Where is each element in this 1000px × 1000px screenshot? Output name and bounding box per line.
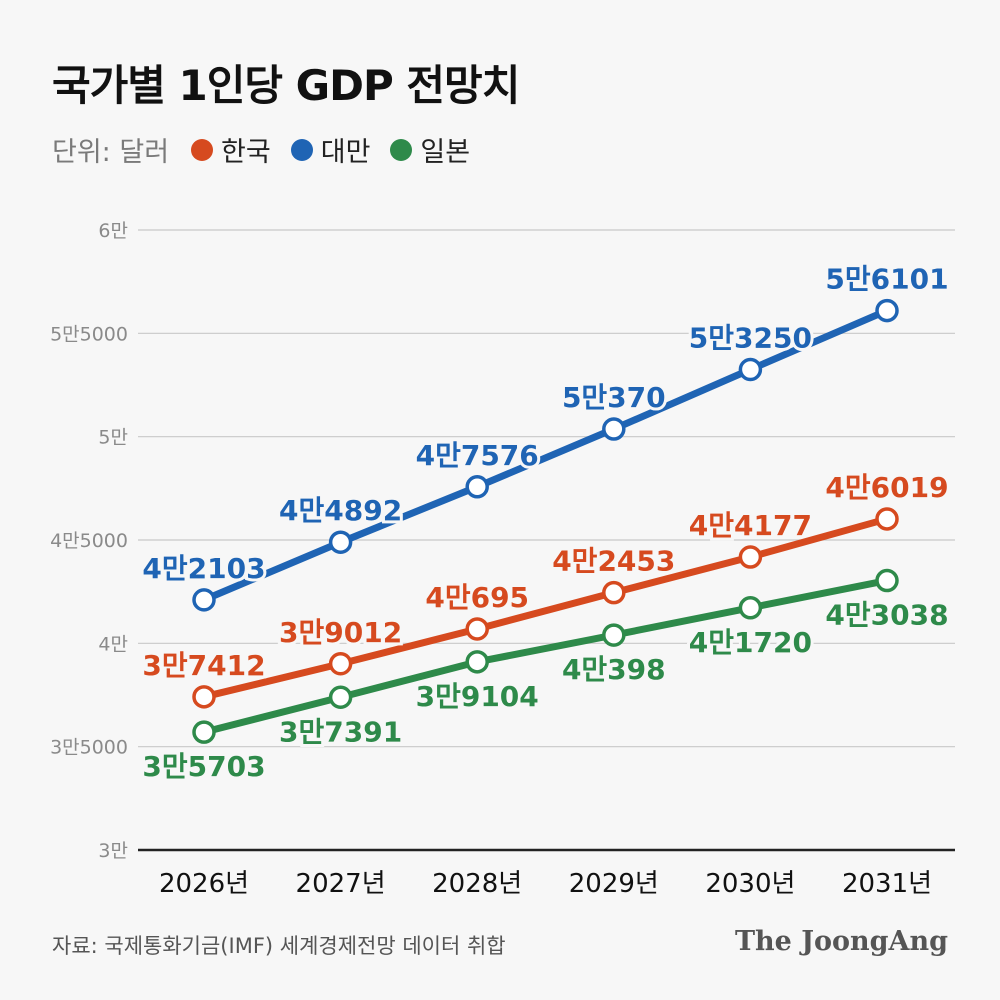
data-point (875, 298, 899, 323)
data-point (192, 588, 216, 612)
legend-item-korea: 한국 (191, 130, 271, 169)
data-point (465, 617, 489, 641)
x-tick-label: 2029년 (569, 869, 659, 899)
data-label: 5만3250 (689, 322, 812, 355)
data-label: 5만370 (562, 381, 666, 414)
data-label: 3만7412 (142, 649, 265, 682)
y-tick-label: 4만5000 (50, 530, 128, 552)
data-label: 4만2103 (142, 552, 265, 585)
data-label: 4만4177 (689, 509, 812, 542)
data-label: 4만398 (562, 653, 666, 686)
series-line-0 (200, 307, 891, 604)
y-tick-label: 4만 (98, 633, 128, 655)
legend-label-korea: 한국 (221, 137, 271, 168)
legend-dot-korea (191, 138, 214, 161)
series-line-2 (200, 577, 891, 736)
data-label: 4만695 (425, 581, 529, 614)
data-label: 4만4892 (279, 494, 402, 527)
x-tick-label: 2030년 (705, 869, 795, 899)
series-line-1 (200, 515, 891, 701)
data-label: 4만7576 (416, 439, 539, 472)
legend-dot-taiwan (290, 138, 313, 161)
data-point (328, 530, 353, 554)
data-point (602, 580, 626, 605)
data-label: 4만3038 (825, 599, 948, 632)
data-point (602, 417, 626, 441)
y-tick-label: 3만5000 (50, 737, 128, 759)
data-point (192, 685, 216, 709)
legend-label-taiwan: 대만 (320, 137, 371, 168)
data-label: 4만2453 (552, 545, 675, 578)
x-tick-label: 2027년 (296, 869, 386, 899)
legend-item-taiwan: 대만 (290, 130, 371, 169)
legend-label-japan: 일본 (420, 137, 471, 168)
data-point (738, 545, 763, 569)
data-label: 5만6101 (825, 263, 948, 296)
data-label: 3만9104 (416, 680, 539, 713)
chart-title: 국가별 1인당 GDP 전망치 (52, 61, 520, 110)
data-label: 4만1720 (689, 626, 812, 659)
data-point (328, 685, 353, 710)
y-tick-label: 3만 (98, 840, 128, 862)
x-tick-label: 2028년 (432, 869, 522, 899)
legend: 단위: 달러 한국 대만 일본 (52, 130, 490, 169)
data-point (328, 652, 353, 676)
y-tick-label: 6만 (98, 220, 128, 242)
data-point (738, 357, 763, 382)
data-point (875, 507, 899, 531)
y-tick-label: 5만5000 (50, 323, 128, 345)
brand-logo: The JoongAng (734, 926, 948, 957)
data-point (602, 623, 626, 647)
data-point (465, 475, 489, 499)
x-tick-label: 2026년 (159, 869, 249, 899)
unit-label: 단위: 달러 (52, 137, 170, 168)
source-note: 자료: 국제통화기금(IMF) 세계경제전망 데이터 취합 (52, 934, 506, 958)
x-tick-label: 2031년 (842, 869, 932, 899)
legend-dot-japan (390, 138, 413, 161)
data-label: 4만6019 (825, 471, 948, 504)
data-point (192, 720, 216, 744)
legend-item-japan: 일본 (390, 130, 470, 169)
data-label: 3만7391 (279, 715, 402, 748)
data-point (465, 650, 489, 674)
data-point (875, 568, 899, 593)
data-label: 3만5703 (142, 750, 265, 783)
data-point (738, 596, 763, 620)
data-label: 3만9012 (279, 616, 402, 649)
y-tick-label: 5만 (98, 427, 128, 449)
